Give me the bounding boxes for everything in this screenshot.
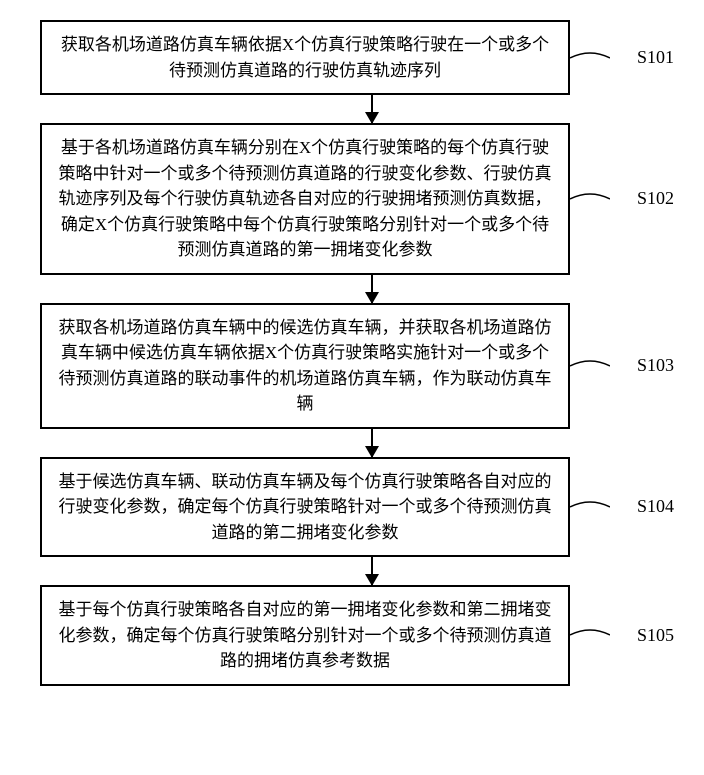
step-box-s103: 获取各机场道路仿真车辆中的候选仿真车辆，并获取各机场道路仿真车辆中候选仿真车辆依…	[40, 303, 570, 429]
step-box-s101: 获取各机场道路仿真车辆依据X个仿真行驶策略行驶在一个或多个待预测仿真道路的行驶仿…	[40, 20, 570, 95]
step-row-s104: 基于候选仿真车辆、联动仿真车辆及每个仿真行驶策略各自对应的行驶变化参数，确定每个…	[0, 457, 704, 558]
step-box-s104: 基于候选仿真车辆、联动仿真车辆及每个仿真行驶策略各自对应的行驶变化参数，确定每个…	[40, 457, 570, 558]
arrow-connector	[107, 557, 637, 585]
step-text: 获取各机场道路仿真车辆中的候选仿真车辆，并获取各机场道路仿真车辆中候选仿真车辆依…	[59, 318, 552, 414]
connector-curve	[570, 184, 610, 214]
step-row-s102: 基于各机场道路仿真车辆分别在X个仿真行驶策略的每个仿真行驶策略中针对一个或多个待…	[0, 123, 704, 275]
arrow-connector	[107, 95, 637, 123]
connector-curve	[570, 620, 610, 650]
step-label-s102: S102	[637, 188, 674, 209]
step-text: 基于各机场道路仿真车辆分别在X个仿真行驶策略的每个仿真行驶策略中针对一个或多个待…	[59, 138, 552, 259]
arrow-connector	[107, 429, 637, 457]
step-row-s105: 基于每个仿真行驶策略各自对应的第一拥堵变化参数和第二拥堵变化参数，确定每个仿真行…	[0, 585, 704, 686]
connector-curve	[570, 351, 610, 381]
step-text: 基于候选仿真车辆、联动仿真车辆及每个仿真行驶策略各自对应的行驶变化参数，确定每个…	[59, 472, 552, 542]
flowchart-container: 获取各机场道路仿真车辆依据X个仿真行驶策略行驶在一个或多个待预测仿真道路的行驶仿…	[0, 20, 704, 686]
step-label-s103: S103	[637, 355, 674, 376]
step-box-s102: 基于各机场道路仿真车辆分别在X个仿真行驶策略的每个仿真行驶策略中针对一个或多个待…	[40, 123, 570, 275]
step-text: 获取各机场道路仿真车辆依据X个仿真行驶策略行驶在一个或多个待预测仿真道路的行驶仿…	[61, 35, 549, 80]
connector-curve	[570, 492, 610, 522]
step-label-s105: S105	[637, 625, 674, 646]
step-row-s103: 获取各机场道路仿真车辆中的候选仿真车辆，并获取各机场道路仿真车辆中候选仿真车辆依…	[0, 303, 704, 429]
step-box-s105: 基于每个仿真行驶策略各自对应的第一拥堵变化参数和第二拥堵变化参数，确定每个仿真行…	[40, 585, 570, 686]
arrow-connector	[107, 275, 637, 303]
connector-curve	[570, 43, 610, 73]
step-label-s104: S104	[637, 496, 674, 517]
step-row-s101: 获取各机场道路仿真车辆依据X个仿真行驶策略行驶在一个或多个待预测仿真道路的行驶仿…	[0, 20, 704, 95]
step-label-s101: S101	[637, 47, 674, 68]
step-text: 基于每个仿真行驶策略各自对应的第一拥堵变化参数和第二拥堵变化参数，确定每个仿真行…	[59, 600, 552, 670]
